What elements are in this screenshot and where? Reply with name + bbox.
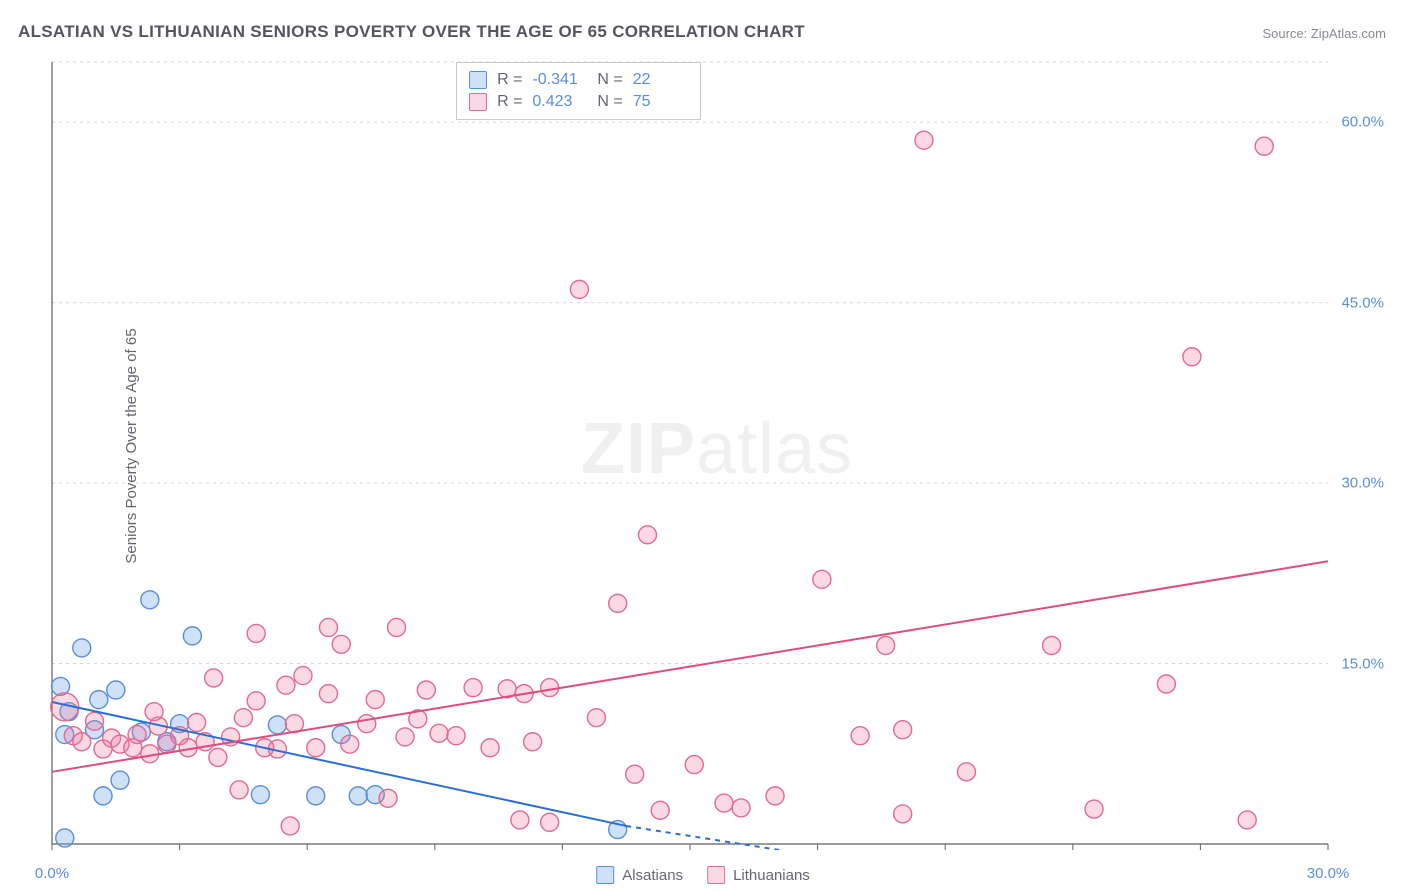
scatter-chart: [48, 56, 1386, 850]
x-tick-label: 30.0%: [1307, 865, 1350, 882]
legend-swatch: [707, 866, 725, 884]
r-value: -0.341: [532, 71, 587, 89]
legend-swatch: [596, 866, 614, 884]
series-legend: Alsatians Lithuanians: [596, 866, 810, 884]
chart-title: ALSATIAN VS LITHUANIAN SENIORS POVERTY O…: [18, 22, 805, 42]
r-label: R =: [497, 93, 522, 111]
legend-swatch: [469, 71, 487, 89]
legend-label: Lithuanians: [733, 867, 810, 884]
y-tick-label: 15.0%: [1341, 655, 1384, 672]
legend-swatch: [469, 93, 487, 111]
legend-item: Alsatians: [596, 866, 683, 884]
x-tick-label: 0.0%: [35, 865, 69, 882]
y-tick-label: 45.0%: [1341, 294, 1384, 311]
r-value: 0.423: [532, 93, 587, 111]
legend-label: Alsatians: [622, 867, 683, 884]
correlation-legend: R = -0.341 N = 22 R = 0.423 N = 75: [456, 62, 701, 120]
plot-area: ZIPatlas R =-0.341N =22R =0.423N =75: [48, 56, 1386, 850]
source-attribution: Source: ZipAtlas.com: [1262, 26, 1386, 41]
legend-item: Lithuanians: [707, 866, 810, 884]
source-prefix: Source:: [1262, 26, 1310, 41]
y-tick-label: 60.0%: [1341, 114, 1384, 131]
n-value: 75: [633, 93, 688, 111]
source-link[interactable]: ZipAtlas.com: [1311, 26, 1386, 41]
y-tick-label: 30.0%: [1341, 475, 1384, 492]
n-label: N =: [597, 71, 622, 89]
n-value: 22: [633, 71, 688, 89]
correlation-legend-row: R = -0.341 N = 22: [469, 69, 688, 91]
r-label: R =: [497, 71, 522, 89]
n-label: N =: [597, 93, 622, 111]
correlation-legend-row: R = 0.423 N = 75: [469, 91, 688, 113]
